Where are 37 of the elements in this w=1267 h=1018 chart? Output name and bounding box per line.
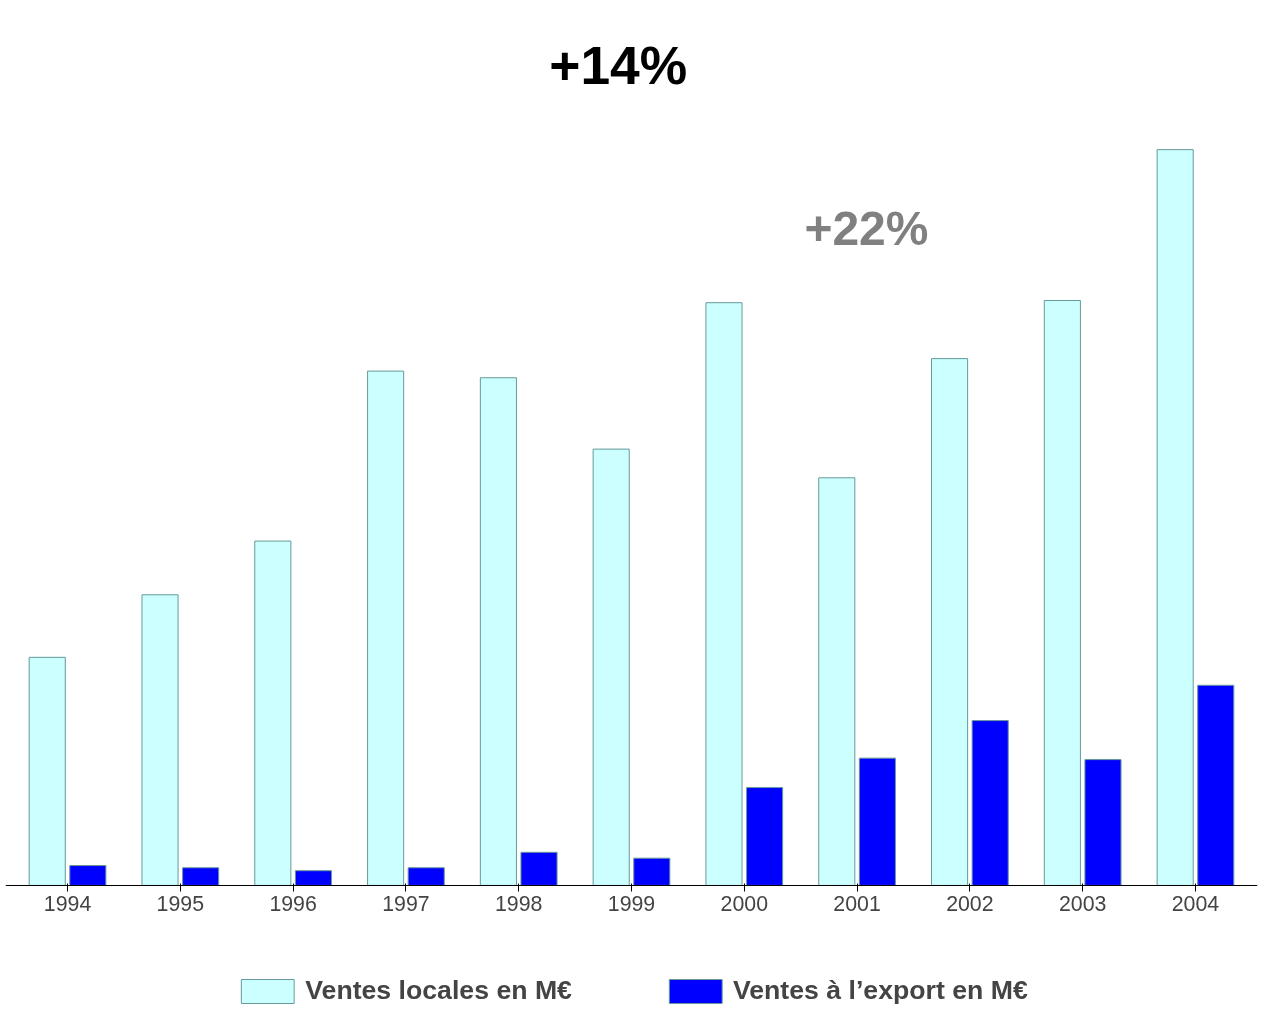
x-tick-label: 1999 [607, 892, 656, 917]
bar [931, 358, 969, 886]
x-tick-label: 2004 [1171, 892, 1220, 917]
bar [520, 851, 558, 886]
bar [858, 757, 896, 886]
annotation: +22% [804, 201, 929, 255]
bar [367, 370, 405, 886]
bar [294, 870, 332, 886]
bar [971, 720, 1009, 886]
bar [141, 594, 179, 886]
bar [1043, 299, 1081, 886]
bar [1197, 684, 1235, 886]
bar [254, 540, 292, 886]
bar [182, 867, 220, 886]
bar [1084, 759, 1122, 886]
x-tick-label: 1995 [156, 892, 205, 917]
x-tick-label: 1994 [43, 892, 92, 917]
x-tick-label: 2003 [1058, 892, 1107, 917]
bar [407, 867, 445, 886]
bar [28, 656, 66, 886]
x-tick-label: 1996 [269, 892, 317, 917]
legend-label: Ventes à l’export en M€ [732, 975, 1028, 1006]
bar [69, 865, 107, 886]
bar [479, 377, 517, 886]
legend-label: Ventes locales en M€ [305, 975, 572, 1006]
bar [746, 787, 784, 886]
x-tick-label: 2001 [833, 892, 881, 917]
bar [633, 857, 671, 886]
x-tick-label: 1997 [382, 892, 430, 917]
bar [1156, 149, 1194, 886]
x-tick-label: 2000 [720, 892, 769, 917]
bar [592, 448, 630, 886]
text: +14% [549, 35, 688, 95]
x-tick-label: 2002 [946, 892, 994, 917]
bar [705, 302, 743, 886]
x-tick-label: 1998 [494, 892, 543, 917]
bar [818, 477, 856, 886]
